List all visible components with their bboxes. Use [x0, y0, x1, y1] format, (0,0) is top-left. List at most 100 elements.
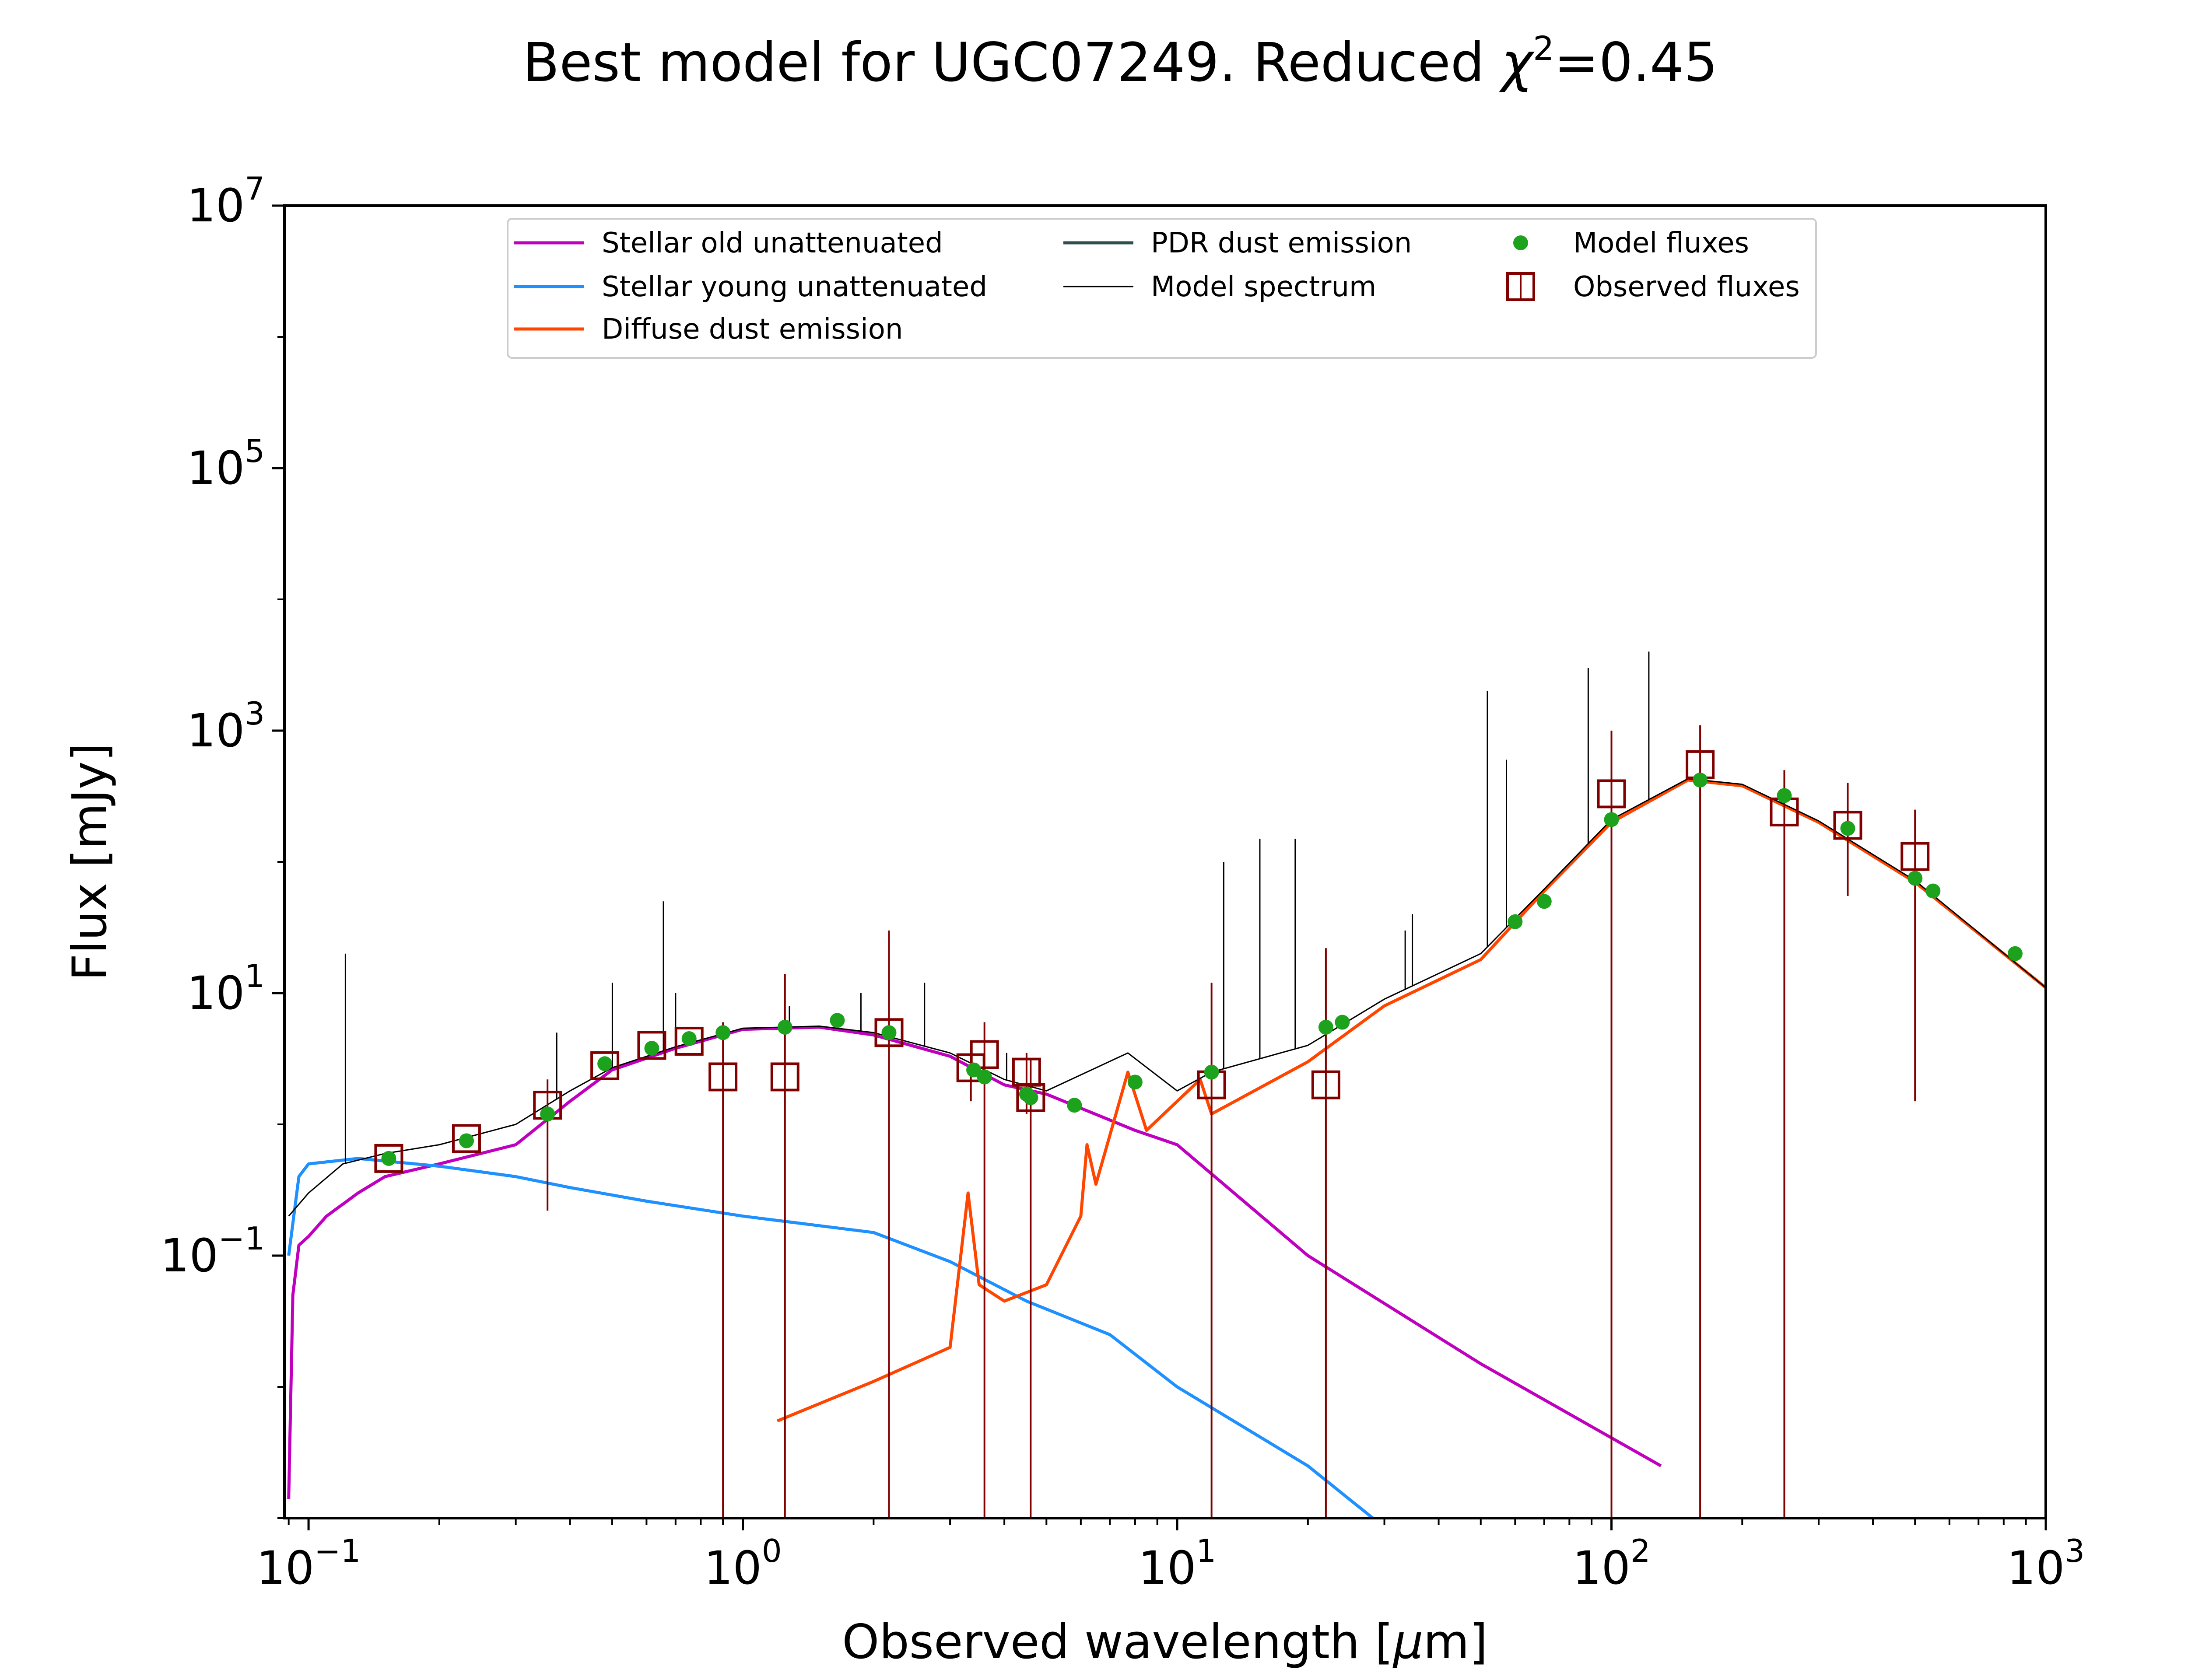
legend-label: Model fluxes	[1573, 227, 1749, 259]
xlabel-mu: μ	[1392, 1615, 1424, 1670]
y-tick-label: 103	[187, 695, 265, 757]
legend-box	[507, 218, 1817, 359]
model-flux-point	[1777, 788, 1792, 803]
tick-exponent: 7	[245, 170, 265, 207]
tick-base: 10	[187, 704, 245, 757]
model-flux-point	[1604, 812, 1619, 827]
legend-item-model-spectrum: Model spectrum	[1063, 271, 1376, 303]
tick-exponent: 3	[2065, 1533, 2085, 1569]
tick-exponent: −1	[218, 1220, 265, 1257]
legend-item-model-fluxes: Model fluxes	[1513, 227, 1749, 259]
chart-title: Best model for UGC07249. Reduced χ2=0.45	[523, 29, 1718, 94]
tick-exponent: 1	[1196, 1533, 1216, 1569]
tick-exponent: 3	[245, 695, 265, 732]
legend-label: PDR dust emission	[1151, 227, 1412, 259]
model-flux-point	[977, 1069, 992, 1085]
title-prefix: Best model for UGC07249. Reduced	[523, 32, 1501, 94]
xlabel-prefix: Observed wavelength [	[842, 1615, 1393, 1670]
tick-base: 10	[187, 179, 245, 232]
x-tick-label: 102	[1572, 1533, 1650, 1595]
tick-exponent: 0	[762, 1533, 782, 1569]
legend-item-diffuse-dust-emission: Diffuse dust emission	[514, 313, 903, 346]
observed-flux-marker	[708, 1062, 738, 1092]
model-flux-point	[777, 1019, 792, 1035]
legend: Stellar old unattenuated Stellar young un…	[507, 218, 1817, 359]
model-flux-point	[459, 1133, 474, 1148]
model-flux-point	[715, 1025, 731, 1040]
x-tick-label: 10−1	[256, 1533, 361, 1595]
model-flux-point	[1907, 871, 1923, 886]
model-flux-point	[881, 1025, 897, 1040]
tick-base: 10	[187, 966, 245, 1020]
model-flux-point	[2007, 946, 2023, 961]
tick-exponent: 2	[1630, 1533, 1651, 1569]
x-tick-label: 101	[1138, 1533, 1216, 1595]
tick-exponent: 5	[245, 433, 265, 469]
series-line-model-spectrum	[288, 778, 2046, 1217]
legend-label: Diffuse dust emission	[602, 313, 903, 346]
model-flux-point	[1925, 883, 1941, 899]
x-axis-label: Observed wavelength [μm]	[842, 1615, 1488, 1670]
title-sup: 2	[1533, 29, 1554, 68]
axes-frame	[283, 204, 2047, 1519]
model-flux-point	[1335, 1015, 1350, 1030]
model-flux-point	[644, 1041, 659, 1056]
tick-base: 10	[704, 1541, 761, 1595]
legend-label: Model spectrum	[1151, 271, 1376, 303]
title-chi: χ	[1499, 32, 1535, 94]
tick-exponent: 1	[245, 958, 265, 994]
y-tick-label: 10−1	[161, 1220, 265, 1282]
model-flux-point	[1693, 773, 1708, 788]
model-flux-point	[966, 1062, 982, 1078]
observed-flux-marker	[1311, 1070, 1340, 1099]
observed-flux-marker	[1833, 811, 1862, 840]
title-suffix: =0.45	[1554, 32, 1718, 94]
observed-flux-marker	[1900, 842, 1930, 871]
y-axis-label: Flux [mJy]	[63, 743, 117, 981]
observed-flux-marker	[637, 1031, 666, 1060]
model-flux-point	[1840, 821, 1855, 836]
observed-flux-marker	[590, 1051, 620, 1080]
model-flux-point	[1127, 1074, 1143, 1090]
y-tick-label: 107	[187, 170, 265, 232]
legend-label: Stellar old unattenuated	[602, 227, 943, 259]
tick-base: 10	[1572, 1541, 1630, 1595]
observed-flux-marker	[452, 1124, 481, 1153]
plot-area	[287, 651, 2046, 1518]
model-flux-point	[1204, 1064, 1219, 1080]
tick-base: 10	[256, 1541, 314, 1595]
model-flux-point	[1067, 1098, 1082, 1113]
tick-base: 10	[187, 441, 245, 495]
model-flux-point	[540, 1106, 555, 1122]
tick-base: 10	[2007, 1541, 2065, 1595]
y-tick-label: 105	[187, 433, 265, 495]
observed-flux-marker	[1597, 779, 1626, 808]
observed-flux-marker	[374, 1144, 403, 1173]
y-tick-label: 101	[187, 958, 265, 1020]
model-flux-point	[1508, 914, 1523, 929]
observed-flux-marker	[970, 1040, 999, 1069]
tick-base: 10	[161, 1229, 218, 1282]
legend-swatch	[1513, 235, 1528, 250]
observed-flux-marker	[874, 1018, 904, 1047]
series-line-diffuse-dust-emission	[776, 778, 2046, 1423]
model-flux-point	[1536, 894, 1552, 909]
series-line-stellar-young-unattenuated	[287, 1157, 1375, 1518]
observed-flux-marker	[1016, 1083, 1045, 1112]
model-flux-point	[681, 1031, 697, 1046]
x-tick-label: 100	[704, 1533, 782, 1595]
x-tick-label: 103	[2007, 1533, 2085, 1595]
model-flux-point	[597, 1056, 613, 1071]
xlabel-suffix: m]	[1423, 1615, 1487, 1670]
observed-flux-marker	[674, 1026, 704, 1056]
legend-item-observed-fluxes: Observed fluxes	[1506, 271, 1800, 303]
legend-item-pdr-dust-emission: PDR dust emission	[1063, 227, 1412, 259]
tick-base: 10	[1138, 1541, 1196, 1595]
legend-label: Stellar young unattenuated	[602, 271, 987, 303]
tick-exponent: −1	[314, 1533, 361, 1569]
legend-label: Observed fluxes	[1573, 271, 1800, 303]
model-flux-point	[1023, 1090, 1038, 1105]
model-flux-point	[381, 1151, 396, 1166]
